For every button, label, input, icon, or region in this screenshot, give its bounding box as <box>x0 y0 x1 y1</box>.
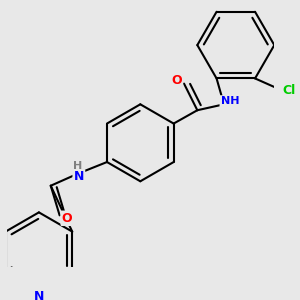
Text: H: H <box>73 161 82 172</box>
Text: O: O <box>62 212 72 225</box>
Text: NH: NH <box>220 96 239 106</box>
Text: O: O <box>171 74 182 87</box>
Text: Cl: Cl <box>283 84 296 97</box>
Text: N: N <box>74 170 84 183</box>
Text: N: N <box>34 290 44 300</box>
